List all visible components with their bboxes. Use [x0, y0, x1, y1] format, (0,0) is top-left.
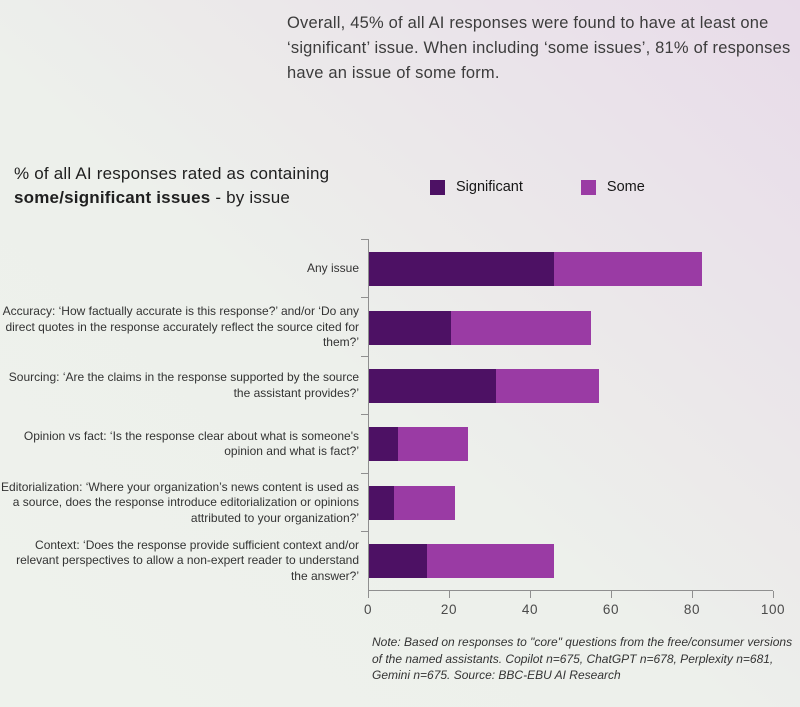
bar-track [361, 238, 780, 299]
bar-segment-significant [369, 544, 427, 579]
chart-row: Opinion vs fact: ‘Is the response clear … [0, 414, 780, 474]
bar-segment-some [451, 310, 591, 345]
bar-track [361, 472, 780, 532]
category-label: Editorialization: ‘Where your organizati… [1, 479, 359, 525]
x-axis-tick [773, 591, 774, 599]
significant-swatch [430, 179, 445, 195]
chart-row: Context: ‘Does the response provide suff… [0, 530, 780, 591]
bar-segment-significant [369, 252, 554, 287]
bar-track [361, 355, 780, 416]
category-label: Accuracy: ‘How factually accurate is thi… [2, 304, 359, 350]
x-axis-tick [611, 591, 612, 599]
x-axis-tick-label: 80 [683, 602, 701, 618]
bar-segment-some [553, 252, 702, 287]
intro-text: Overall, 45% of all AI responses were fo… [287, 14, 791, 82]
category-label: Opinion vs fact: ‘Is the response clear … [23, 428, 359, 459]
category-label: Any issue [306, 261, 359, 276]
chart-row: Accuracy: ‘How factually accurate is thi… [0, 297, 780, 357]
x-axis-tick-label: 100 [760, 602, 786, 618]
chart-rows: Any issue Accuracy: ‘How factually accura… [0, 238, 780, 591]
bar-chart: Any issue Accuracy: ‘How factually accura… [0, 238, 785, 625]
chart-title-line1: % of all AI responses rated as containin… [14, 164, 330, 183]
source-note: Note: Based on responses to "core" quest… [372, 635, 793, 682]
category-label: Sourcing: ‘Are the claims in the respons… [8, 370, 359, 400]
x-axis: 0 20 40 60 80 100 [364, 590, 785, 625]
x-axis-tick [530, 591, 531, 599]
x-axis-tick [368, 591, 369, 599]
x-axis-tick-label: 40 [521, 602, 539, 618]
x-axis-tick-label: 0 [363, 602, 373, 618]
legend-label-some: Some [606, 179, 645, 195]
some-swatch [580, 179, 596, 195]
bar-track [361, 530, 780, 591]
chart-title: % of all AI responses rated as containin… [14, 162, 329, 209]
legend-item-some: Some [580, 179, 645, 195]
bar-track [361, 297, 780, 357]
legend-item-significant: Significant [430, 179, 523, 195]
legend-label-significant: Significant [456, 179, 523, 195]
x-axis-tick [692, 591, 693, 599]
chart-title-bold: some/significant issues [14, 187, 211, 207]
bar-segment-some [393, 485, 456, 520]
chart-row: Sourcing: ‘Are the claims in the respons… [0, 355, 780, 416]
bar-segment-significant [369, 310, 452, 345]
x-axis-tick-label: 20 [440, 602, 458, 618]
x-axis-tick-label: 60 [602, 602, 620, 618]
chart-title-line2: some/significant issues - by issue [14, 186, 329, 210]
legend: Significant Some [430, 179, 645, 195]
x-axis-tick [449, 591, 450, 599]
bar-segment-some [426, 544, 554, 579]
chart-row: Any issue [0, 238, 780, 299]
chart-title-suffix: - by issue [210, 187, 291, 207]
bar-track [361, 414, 780, 474]
chart-row: Editorialization: ‘Where your organizati… [0, 472, 780, 532]
bar-segment-significant [369, 427, 398, 462]
bar-segment-some [496, 368, 600, 403]
bar-segment-significant [369, 368, 497, 403]
bar-segment-significant [369, 485, 394, 520]
bar-segment-some [397, 427, 468, 462]
category-label: Context: ‘Does the response provide suff… [16, 537, 359, 583]
